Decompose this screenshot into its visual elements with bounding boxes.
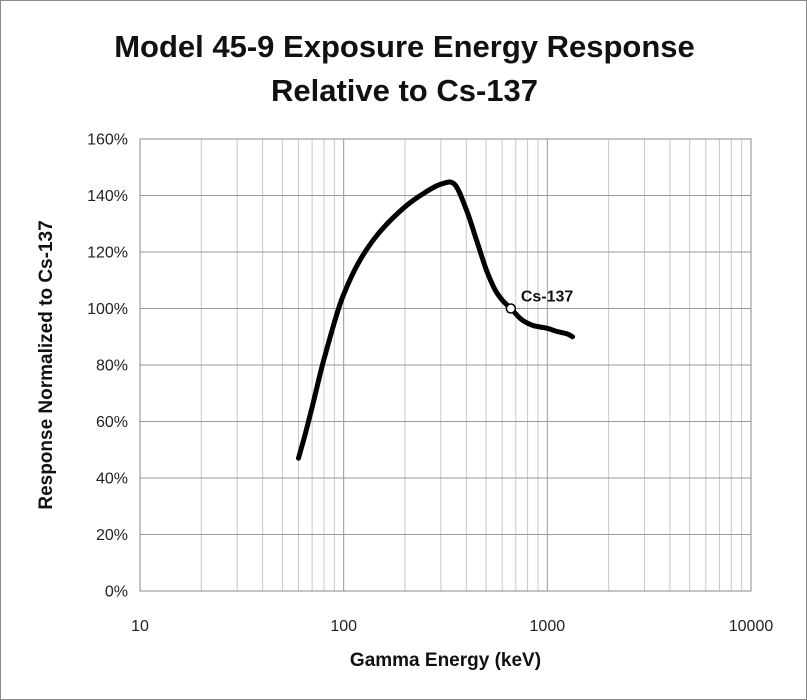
y-tick-label: 40%: [96, 471, 128, 488]
y-tick-label: 20%: [96, 527, 128, 544]
x-tick-label: 10000: [729, 618, 774, 635]
y-tick-label: 0%: [105, 584, 128, 601]
y-tick-label: 100%: [87, 301, 128, 318]
y-tick-label: 120%: [87, 245, 128, 262]
y-tick-labels: 0% 20% 40% 60% 80% 100% 120% 140% 160%: [87, 132, 128, 601]
x-axis-label: Gamma Energy (keV): [350, 650, 541, 671]
response-curve: [296, 179, 576, 461]
cs137-marker: [505, 303, 517, 314]
annotations: Cs-137: [505, 289, 574, 314]
x-tick-labels: 10 100 1000 10000: [131, 618, 773, 635]
y-tick-label: 80%: [96, 358, 128, 375]
y-tick-label: 140%: [87, 188, 128, 205]
y-tick-label: 160%: [87, 132, 128, 149]
y-tick-label: 60%: [96, 414, 128, 431]
chart-title: Model 45-9 Exposure Energy Response Rela…: [1, 25, 807, 113]
x-tick-label: 1000: [530, 618, 566, 635]
chart-title-line-2: Relative to Cs-137: [270, 73, 539, 108]
chart-title-line-1: Model 45-9 Exposure Energy Response: [114, 29, 695, 64]
plot-area-border: [139, 138, 752, 592]
x-tick-label: 100: [330, 618, 357, 635]
x-tick-label: 10: [131, 618, 149, 635]
major-gridlines: [139, 138, 752, 592]
cs137-label: Cs-137: [521, 289, 574, 306]
y-axis-label: Response Normalized to Cs-137: [36, 220, 57, 509]
